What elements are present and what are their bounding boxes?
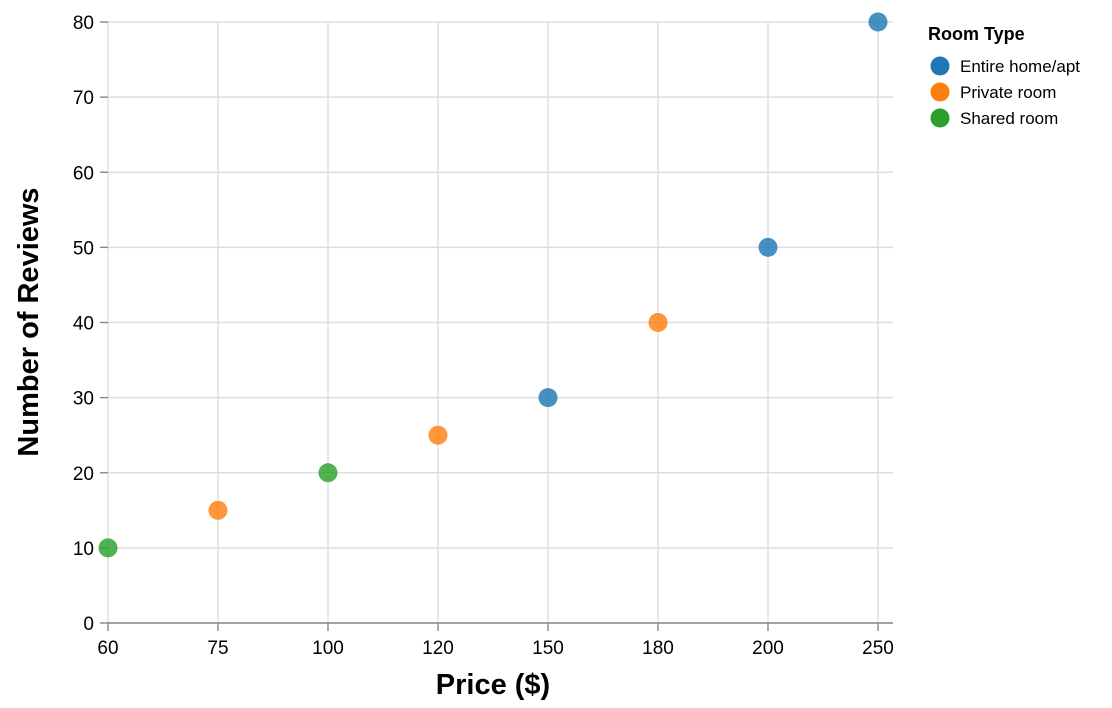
grid-lines: [107, 21, 893, 624]
legend-swatch: [930, 56, 950, 76]
data-points: [98, 12, 888, 558]
x-tick-label: 180: [642, 638, 674, 659]
x-tick-label: 200: [752, 638, 784, 659]
data-point: [208, 500, 228, 520]
legend: Room Type Entire home/apt Private room Sha…: [928, 24, 1080, 128]
legend-label: Private room: [960, 83, 1056, 102]
y-tick-label: 40: [73, 314, 94, 335]
y-tick-label: 20: [73, 464, 94, 485]
legend-label: Shared room: [960, 109, 1058, 128]
x-tick-label: 120: [422, 638, 454, 659]
x-tick-label: 250: [862, 638, 894, 659]
y-tick-label: 0: [83, 614, 94, 635]
legend-swatch: [930, 108, 950, 128]
x-tick-label: 60: [97, 638, 118, 659]
data-point: [428, 425, 448, 445]
data-point: [98, 538, 118, 558]
data-point: [758, 237, 778, 257]
x-tick-label: 75: [207, 638, 228, 659]
data-point: [318, 463, 338, 483]
y-axis-title: Number of Reviews: [13, 187, 45, 456]
legend-label: Entire home/apt: [960, 57, 1080, 76]
y-tick-label: 80: [73, 13, 94, 34]
data-point: [868, 12, 888, 32]
axes: 0 10 20 30 40 50 60 70 80 60 75 100 120 150 180 200 250: [73, 13, 894, 659]
x-axis-title: Price ($): [436, 669, 550, 701]
y-tick-label: 70: [73, 88, 94, 109]
y-tick-label: 50: [73, 238, 94, 259]
y-tick-label: 30: [73, 389, 94, 410]
x-tick-label: 150: [532, 638, 564, 659]
data-point: [648, 313, 668, 332]
y-tick-label: 10: [73, 539, 94, 560]
legend-title: Room Type: [928, 24, 1025, 44]
data-point: [538, 388, 558, 408]
y-tick-label: 60: [73, 163, 94, 184]
legend-swatch: [930, 82, 950, 102]
x-tick-label: 100: [312, 638, 344, 659]
